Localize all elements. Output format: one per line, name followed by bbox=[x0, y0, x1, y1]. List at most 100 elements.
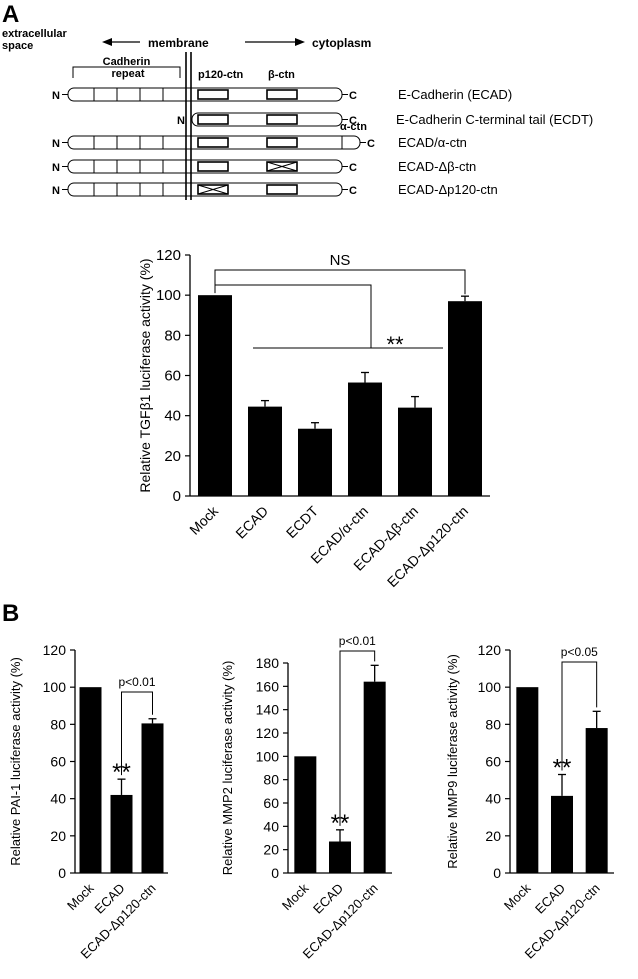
beta-domain-box bbox=[266, 137, 298, 148]
category-label-0: Mock bbox=[279, 880, 312, 913]
chart-pai: 0 20 40 60 80 100 120 Relative PAI-1 luciferase… bbox=[8, 642, 168, 962]
alpha-domain-label: α-ctn bbox=[340, 121, 367, 133]
bar-1 bbox=[329, 841, 351, 873]
p120-domain-box bbox=[197, 137, 229, 148]
panel-b-label: B bbox=[2, 600, 19, 627]
extracellular-label-line2: space bbox=[2, 40, 33, 52]
y-tick-label: 40 bbox=[485, 791, 501, 807]
p120-domain-label: p120-ctn bbox=[198, 69, 244, 81]
cadherin-repeat-line1: Cadherin bbox=[103, 56, 151, 68]
c-terminus-label: C bbox=[349, 162, 357, 174]
y-tick-label: 0 bbox=[58, 865, 66, 881]
panel-a-schematic: A extracellular space membrane cytoplasm… bbox=[2, 1, 593, 200]
category-label-0: Mock bbox=[501, 880, 534, 913]
p120-domain-box bbox=[197, 114, 229, 125]
y-tick-label: 60 bbox=[164, 368, 181, 385]
n-terminus-label: N bbox=[52, 138, 60, 150]
bar-1 bbox=[551, 795, 573, 873]
sig-bracket-top bbox=[215, 284, 372, 348]
y-tick-label: 0 bbox=[493, 865, 501, 881]
y-tick-label: 60 bbox=[263, 795, 279, 811]
y-tick-label: 60 bbox=[485, 754, 501, 770]
c-terminus-label: C bbox=[349, 185, 357, 197]
y-axis-label: Relative PAI-1 luciferase activity (%) bbox=[8, 657, 23, 866]
y-tick-label: 40 bbox=[164, 408, 181, 425]
y-axis-label: Relative TGFβ1 luciferase activity (%) bbox=[137, 258, 153, 492]
y-tick-label: 100 bbox=[156, 287, 181, 304]
y-tick-label: 80 bbox=[485, 716, 501, 732]
n-terminus-label: N bbox=[52, 90, 60, 102]
construct-name: E-Cadherin (ECAD) bbox=[398, 87, 512, 102]
chart-mmp9: 0 20 40 60 80 100 120 Relative MMP9 luciferase … bbox=[445, 642, 614, 962]
y-tick-label: 80 bbox=[50, 716, 66, 732]
cadherin-repeat-line2: repeat bbox=[111, 68, 144, 80]
cytoplasm-label: cytoplasm bbox=[312, 36, 371, 50]
n-terminus-label: N bbox=[52, 162, 60, 174]
y-tick-label: 100 bbox=[43, 679, 67, 695]
chart-mmp2: 0 20 40 60 80 100 120 140 160 180 Relative MMP2 lu… bbox=[220, 634, 392, 962]
p120-domain-box bbox=[197, 161, 229, 172]
ns-bracket bbox=[214, 269, 466, 295]
c-terminus-label: C bbox=[349, 90, 357, 102]
y-tick-label: 0 bbox=[173, 488, 181, 505]
beta-domain-box bbox=[266, 184, 298, 195]
arrow-left-head bbox=[102, 38, 112, 46]
bar-2 bbox=[585, 728, 608, 873]
construct-name: ECAD/α-ctn bbox=[398, 135, 467, 150]
arrow-right-head bbox=[295, 38, 305, 46]
y-tick-label: 20 bbox=[164, 448, 181, 465]
extracellular-label-line1: extracellular bbox=[2, 28, 68, 40]
y-tick-label: 180 bbox=[256, 655, 280, 671]
y-tick-label: 80 bbox=[164, 327, 181, 344]
y-tick-label: 40 bbox=[50, 791, 66, 807]
construct-name: E-Cadherin C-terminal tail (ECDT) bbox=[396, 112, 593, 127]
y-tick-label: 100 bbox=[256, 748, 280, 764]
beta-domain-box bbox=[266, 161, 298, 172]
bar-4 bbox=[398, 407, 432, 496]
p-value-label: p<0.05 bbox=[561, 645, 598, 659]
y-tick-label: 140 bbox=[256, 702, 280, 718]
category-label-0: Mock bbox=[186, 502, 222, 538]
bar-2 bbox=[363, 681, 386, 873]
construct-name: ECAD-Δp120-ctn bbox=[398, 182, 498, 197]
c-terminus-label: C bbox=[349, 115, 357, 127]
cadherin-repeat-label: Cadherin repeat bbox=[103, 56, 154, 80]
p120-deletion-cross bbox=[197, 184, 229, 195]
construct-diagrams: N C E-Cadherin (ECAD) N C E-Cadherin C-termin… bbox=[52, 87, 593, 197]
sig-label: ** bbox=[553, 755, 572, 782]
category-label-0: Mock bbox=[64, 880, 97, 913]
p-value-label: p<0.01 bbox=[339, 634, 376, 648]
bar-1 bbox=[110, 794, 133, 873]
beta-deletion-cross bbox=[266, 161, 298, 172]
y-tick-label: 120 bbox=[256, 725, 280, 741]
bar-0 bbox=[79, 687, 102, 873]
y-tick-label: 100 bbox=[478, 679, 502, 695]
p120-domain-box bbox=[197, 89, 229, 100]
extracellular-label: extracellular space bbox=[2, 28, 70, 52]
sig-label: ** bbox=[112, 759, 131, 786]
bar-2 bbox=[298, 428, 332, 496]
y-tick-label: 0 bbox=[271, 865, 279, 881]
p-bracket bbox=[121, 691, 153, 776]
construct-name: ECAD-Δβ-ctn bbox=[398, 159, 476, 174]
bar-0 bbox=[294, 756, 317, 873]
y-tick-label: 120 bbox=[478, 642, 502, 658]
bar-3 bbox=[348, 382, 382, 496]
n-terminus-label: N bbox=[177, 115, 185, 127]
beta-domain-box bbox=[266, 89, 298, 100]
category-label-1: ECAD bbox=[232, 503, 271, 542]
p120-domain-box bbox=[197, 184, 229, 195]
y-tick-label: 160 bbox=[256, 678, 280, 694]
p-value-label: p<0.01 bbox=[118, 675, 155, 689]
sig-label: ** bbox=[331, 810, 350, 837]
p-bracket bbox=[561, 661, 598, 771]
y-tick-label: 120 bbox=[156, 247, 181, 264]
bar-1 bbox=[248, 406, 282, 496]
panel-a-label: A bbox=[2, 1, 19, 28]
bar-5 bbox=[448, 301, 482, 496]
y-tick-label: 40 bbox=[263, 818, 279, 834]
p-bracket bbox=[339, 650, 376, 826]
ns-label: NS bbox=[330, 252, 351, 269]
